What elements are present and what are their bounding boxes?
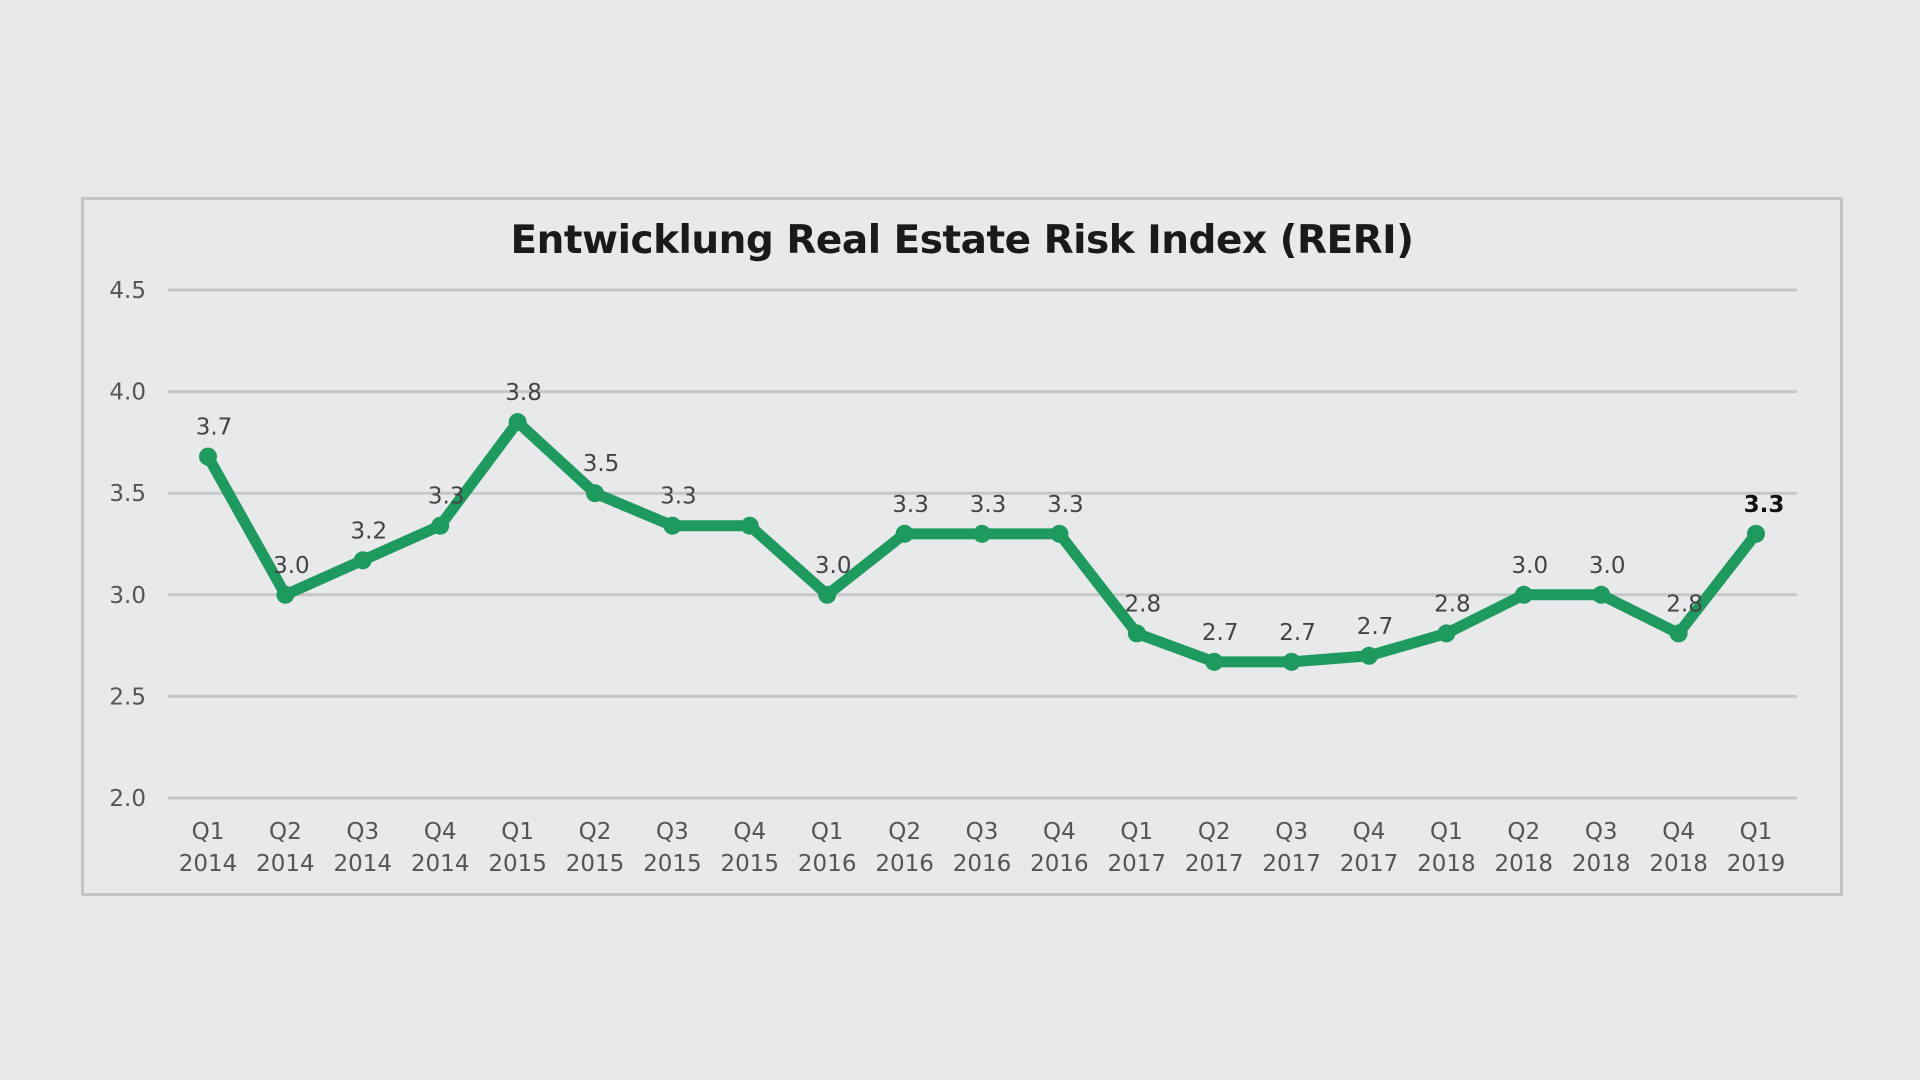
data-point xyxy=(818,585,837,604)
data-point xyxy=(353,551,372,570)
data-point xyxy=(973,524,991,543)
data-point xyxy=(276,585,295,604)
data-label: 3.2 xyxy=(351,518,388,544)
x-tick-year: 2016 xyxy=(798,851,857,877)
x-tick-quarter: Q4 xyxy=(1043,819,1076,845)
x-tick-quarter: Q3 xyxy=(346,819,379,845)
x-tick-year: 2014 xyxy=(334,851,393,877)
data-label: 3.3 xyxy=(660,484,697,510)
y-tick-label: 3.0 xyxy=(109,583,146,609)
x-tick-year: 2017 xyxy=(1340,851,1399,877)
y-tick-label: 3.5 xyxy=(109,481,146,507)
x-tick-quarter: Q1 xyxy=(811,819,844,845)
x-tick-quarter: Q4 xyxy=(1353,819,1386,845)
x-tick-quarter: Q1 xyxy=(501,819,534,845)
data-label: 3.3 xyxy=(428,484,465,510)
data-label: 3.3 xyxy=(1744,492,1785,518)
data-label: 2.8 xyxy=(1666,591,1703,617)
data-label: 3.0 xyxy=(815,553,852,579)
x-tick-year: 2017 xyxy=(1185,851,1244,877)
x-tick-year: 2015 xyxy=(643,851,702,877)
x-tick-year: 2016 xyxy=(953,851,1012,877)
x-tick-year: 2015 xyxy=(566,851,625,877)
y-tick-label: 2.0 xyxy=(109,786,146,812)
data-point xyxy=(586,484,604,503)
data-label: 2.7 xyxy=(1357,614,1394,640)
x-tick-year: 2014 xyxy=(256,851,315,877)
x-tick-quarter: Q1 xyxy=(1430,819,1463,845)
x-tick-quarter: Q1 xyxy=(1740,819,1773,845)
chart-frame xyxy=(81,197,1843,896)
x-tick-year: 2018 xyxy=(1649,851,1708,877)
x-tick-year: 2014 xyxy=(179,851,238,877)
data-label: 3.0 xyxy=(273,553,310,579)
x-tick-quarter: Q2 xyxy=(1198,819,1231,845)
x-tick-quarter: Q3 xyxy=(1275,819,1308,845)
x-tick-quarter: Q3 xyxy=(966,819,999,845)
x-tick-year: 2014 xyxy=(411,851,470,877)
y-tick-label: 4.0 xyxy=(109,380,146,406)
x-tick-quarter: Q2 xyxy=(888,819,921,845)
x-tick-year: 2015 xyxy=(488,851,547,877)
data-point xyxy=(1205,652,1224,671)
x-tick-quarter: Q1 xyxy=(1120,819,1153,845)
data-label: 3.8 xyxy=(505,380,542,406)
data-point xyxy=(1360,646,1378,665)
data-point xyxy=(895,524,914,543)
data-point xyxy=(663,516,682,535)
x-tick-quarter: Q2 xyxy=(579,819,612,845)
data-label: 2.8 xyxy=(1434,591,1471,617)
x-tick-year: 2018 xyxy=(1572,851,1631,877)
x-tick-quarter: Q1 xyxy=(192,819,225,845)
x-tick-quarter: Q4 xyxy=(1662,819,1695,845)
data-label: 2.7 xyxy=(1202,620,1239,646)
data-point xyxy=(1592,585,1611,604)
y-tick-label: 4.5 xyxy=(109,278,146,304)
x-tick-year: 2015 xyxy=(721,851,780,877)
data-label: 3.3 xyxy=(1047,492,1084,518)
data-label: 3.3 xyxy=(970,492,1007,518)
data-point xyxy=(1747,524,1765,543)
x-tick-year: 2016 xyxy=(1030,851,1089,877)
data-point xyxy=(1669,624,1688,643)
x-tick-year: 2017 xyxy=(1262,851,1321,877)
data-point xyxy=(1050,524,1069,543)
x-tick-quarter: Q3 xyxy=(656,819,689,845)
data-label: 2.8 xyxy=(1125,591,1162,617)
data-point xyxy=(740,516,759,535)
data-label: 3.0 xyxy=(1589,553,1626,579)
x-tick-quarter: Q4 xyxy=(733,819,766,845)
x-tick-quarter: Q2 xyxy=(1507,819,1540,845)
x-tick-quarter: Q2 xyxy=(269,819,302,845)
x-tick-year: 2017 xyxy=(1108,851,1167,877)
x-tick-year: 2018 xyxy=(1417,851,1476,877)
data-point xyxy=(1437,624,1456,643)
data-point xyxy=(1514,585,1533,604)
x-tick-quarter: Q4 xyxy=(424,819,457,845)
data-label: 3.7 xyxy=(196,415,233,441)
data-label: 2.7 xyxy=(1279,620,1316,646)
x-tick-year: 2019 xyxy=(1727,851,1786,877)
chart-title: Entwicklung Real Estate Risk Index (RERI… xyxy=(510,218,1415,263)
data-label: 3.0 xyxy=(1512,553,1549,579)
x-tick-quarter: Q3 xyxy=(1585,819,1618,845)
x-tick-year: 2018 xyxy=(1495,851,1554,877)
x-tick-year: 2016 xyxy=(875,851,934,877)
data-point xyxy=(431,516,450,535)
data-point xyxy=(1282,652,1301,671)
data-point xyxy=(199,447,217,466)
data-point xyxy=(1127,624,1146,643)
data-label: 3.5 xyxy=(583,451,620,477)
y-tick-label: 2.5 xyxy=(109,684,146,710)
data-label: 3.3 xyxy=(892,492,929,518)
data-point xyxy=(508,413,527,432)
